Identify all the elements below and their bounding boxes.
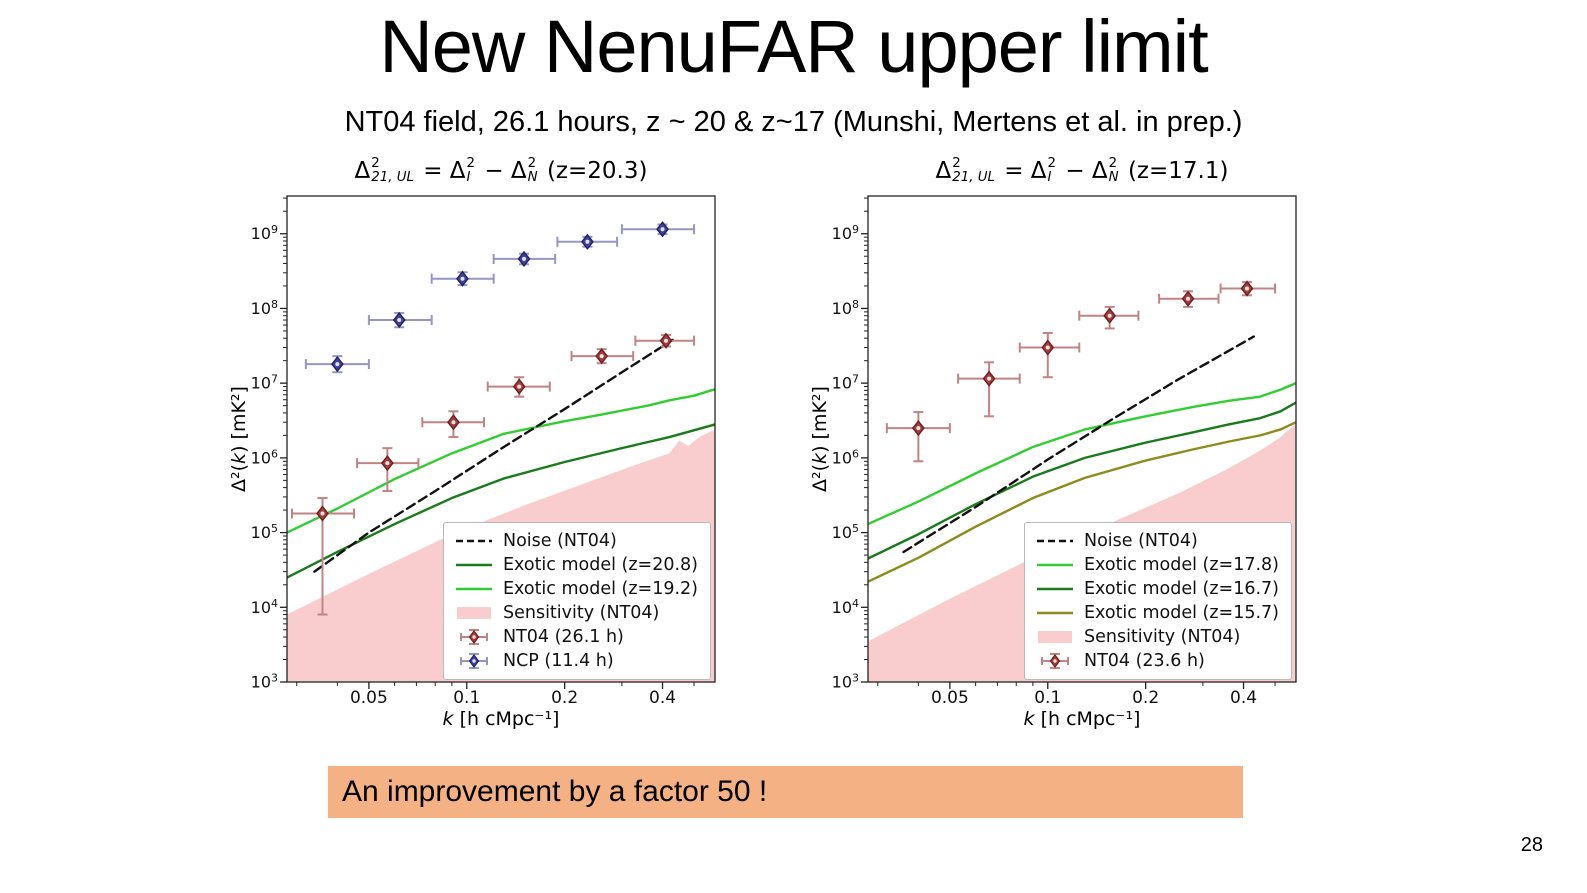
legend-glyph-line bbox=[454, 556, 494, 574]
svg-text:105: 105 bbox=[832, 522, 859, 542]
svg-text:0.05: 0.05 bbox=[350, 688, 388, 708]
right-plot-ylabel: Δ²(k) [mK²] bbox=[809, 386, 831, 492]
legend-label: NT04 (26.1 h) bbox=[502, 627, 624, 647]
legend-label: Sensitivity (NT04) bbox=[1083, 627, 1241, 647]
slide-subtitle: NT04 field, 26.1 hours, z ~ 20 & z~17 (M… bbox=[344, 106, 1243, 138]
svg-text:108: 108 bbox=[251, 298, 278, 318]
svg-text:0.4: 0.4 bbox=[1230, 688, 1257, 708]
svg-text:106: 106 bbox=[251, 447, 278, 467]
svg-text:107: 107 bbox=[832, 373, 859, 393]
svg-text:0.2: 0.2 bbox=[551, 688, 578, 708]
left-plot-xlabel: k [h cMpc⁻¹] bbox=[442, 708, 560, 730]
legend-glyph-line bbox=[1035, 604, 1075, 622]
left-plot-legend: Noise (NT04) Exotic model (z=20.8) Exotic … bbox=[442, 522, 711, 680]
legend-glyph-marker bbox=[454, 652, 494, 670]
legend-item: Noise (NT04) bbox=[454, 530, 698, 552]
svg-text:0.05: 0.05 bbox=[931, 688, 969, 708]
right-plot-legend: Noise (NT04) Exotic model (z=17.8) Exotic … bbox=[1023, 522, 1292, 680]
legend-item: NT04 (26.1 h) bbox=[454, 626, 698, 648]
legend-glyph-marker bbox=[1035, 652, 1075, 670]
svg-text:0.2: 0.2 bbox=[1132, 688, 1159, 708]
legend-label: Exotic model (z=15.7) bbox=[1083, 603, 1279, 623]
legend-glyph-marker bbox=[454, 628, 494, 646]
legend-item: Exotic model (z=16.7) bbox=[1035, 578, 1279, 600]
legend-glyph-patch bbox=[1035, 628, 1075, 646]
left-plot-ylabel: Δ²(k) [mK²] bbox=[228, 386, 250, 492]
legend-item: Sensitivity (NT04) bbox=[454, 602, 698, 624]
legend-label: Noise (NT04) bbox=[1083, 531, 1198, 551]
right-plot-area: 0.05 0.1 0.2 0.4 103 104 105 106 107 108 109 Δ²(k)… bbox=[806, 190, 1306, 738]
svg-text:106: 106 bbox=[832, 447, 859, 467]
legend-label: NT04 (23.6 h) bbox=[1083, 651, 1205, 671]
legend-glyph-dash bbox=[1035, 532, 1075, 550]
legend-item: Exotic model (z=15.7) bbox=[1035, 602, 1279, 624]
left-plot-area: 0.05 0.1 0.2 0.4 103 104 105 106 107 108 109 Δ²(k)… bbox=[225, 190, 725, 738]
legend-glyph-line bbox=[1035, 580, 1075, 598]
svg-text:107: 107 bbox=[251, 373, 278, 393]
legend-glyph-patch bbox=[454, 604, 494, 622]
svg-text:109: 109 bbox=[251, 223, 278, 243]
svg-text:103: 103 bbox=[251, 672, 278, 692]
legend-item: NCP (11.4 h) bbox=[454, 650, 698, 672]
legend-glyph-line bbox=[1035, 556, 1075, 574]
legend-label: NCP (11.4 h) bbox=[502, 651, 614, 671]
svg-text:104: 104 bbox=[832, 597, 859, 617]
svg-text:109: 109 bbox=[832, 223, 859, 243]
legend-label: Exotic model (z=17.8) bbox=[1083, 555, 1279, 575]
legend-glyph-line bbox=[454, 580, 494, 598]
legend-label: Noise (NT04) bbox=[502, 531, 617, 551]
legend-label: Exotic model (z=19.2) bbox=[502, 579, 698, 599]
legend-glyph-dash bbox=[454, 532, 494, 550]
page-number: 28 bbox=[1520, 834, 1543, 856]
legend-item: Exotic model (z=19.2) bbox=[454, 578, 698, 600]
legend-item: Exotic model (z=20.8) bbox=[454, 554, 698, 576]
legend-item: Sensitivity (NT04) bbox=[1035, 626, 1279, 648]
legend-item: Exotic model (z=17.8) bbox=[1035, 554, 1279, 576]
slide-title: New NenuFAR upper limit bbox=[379, 5, 1208, 88]
svg-text:0.1: 0.1 bbox=[453, 688, 480, 708]
svg-text:0.4: 0.4 bbox=[649, 688, 676, 708]
legend-label: Exotic model (z=20.8) bbox=[502, 555, 698, 575]
legend-label: Sensitivity (NT04) bbox=[502, 603, 660, 623]
legend-label: Exotic model (z=16.7) bbox=[1083, 579, 1279, 599]
right-plot-xlabel: k [h cMpc⁻¹] bbox=[1023, 708, 1141, 730]
svg-text:105: 105 bbox=[251, 522, 278, 542]
svg-text:108: 108 bbox=[832, 298, 859, 318]
svg-text:103: 103 bbox=[832, 672, 859, 692]
improvement-banner: An improvement by a factor 50 ! bbox=[328, 766, 1243, 818]
legend-item: Noise (NT04) bbox=[1035, 530, 1279, 552]
svg-text:104: 104 bbox=[251, 597, 278, 617]
legend-item: NT04 (23.6 h) bbox=[1035, 650, 1279, 672]
svg-text:0.1: 0.1 bbox=[1034, 688, 1061, 708]
